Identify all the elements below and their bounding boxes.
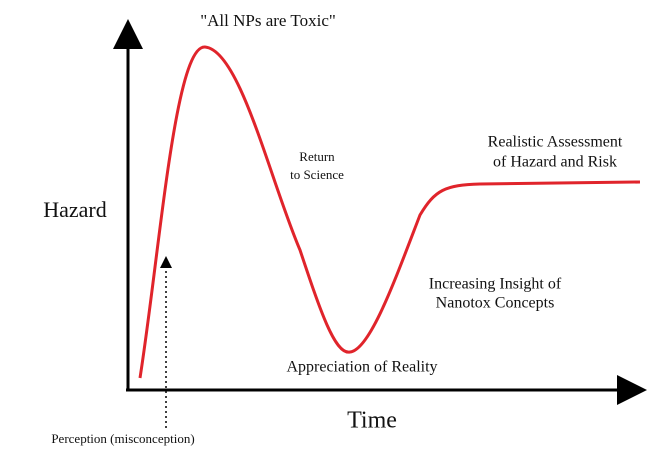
annotation: of Hazard and Risk xyxy=(493,154,617,171)
annotation: to Science xyxy=(290,167,344,182)
annotation: Realistic Assessment xyxy=(488,134,623,151)
annotation: Return xyxy=(299,149,335,164)
annotation: Appreciation of Reality xyxy=(286,359,437,376)
y-axis-label: Hazard xyxy=(43,197,107,222)
annotation: "All NPs are Toxic" xyxy=(200,11,336,30)
x-axis-label: Time xyxy=(347,408,397,434)
annotation: Nanotox Concepts xyxy=(436,295,555,312)
annotation: Perception (misconception) xyxy=(51,431,194,446)
annotation: Increasing Insight of xyxy=(429,276,562,293)
hazard-curve xyxy=(138,45,641,379)
